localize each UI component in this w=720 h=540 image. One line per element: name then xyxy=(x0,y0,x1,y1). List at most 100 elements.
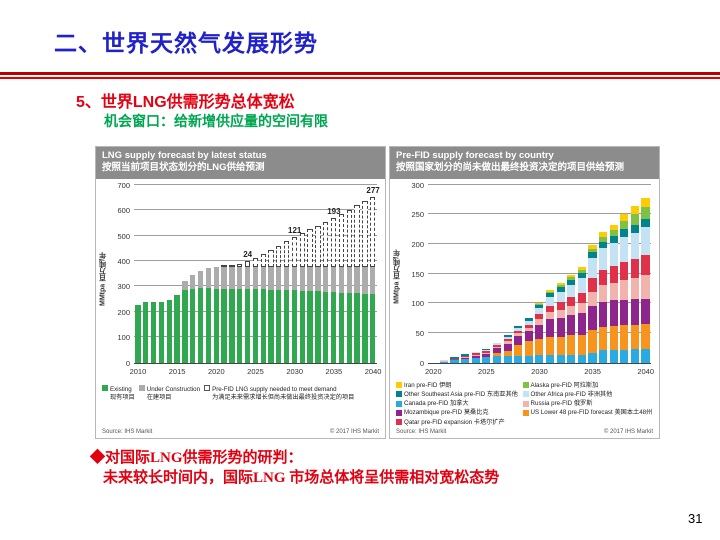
legend-label: Other Africa pre-FID 非洲其他 xyxy=(530,390,613,398)
legend-label: Qatar pre-FID expansion 卡塔尔扩产 xyxy=(404,418,505,426)
bar-segment xyxy=(439,360,448,361)
bar-segment xyxy=(503,341,512,344)
bar-segment xyxy=(620,299,629,326)
bar-segment xyxy=(237,288,243,363)
bar-segment xyxy=(641,227,650,256)
y-tick-label: 300 xyxy=(117,282,130,292)
bar-segment xyxy=(535,308,544,315)
bar-segment xyxy=(307,267,313,291)
legend-label: Mozambique pre-FID 莫桑比克 xyxy=(404,409,489,417)
legend-label: Canada pre-FID 加拿大 xyxy=(404,400,469,408)
bar-segment xyxy=(323,222,329,268)
bar xyxy=(620,213,629,363)
bar-segment xyxy=(268,250,274,268)
bar-segment xyxy=(535,354,544,363)
bar-segment xyxy=(514,330,523,334)
x-tick-label: 2010 xyxy=(129,366,147,376)
chart-element: 2020 2025 2030 2035 2040 xyxy=(425,183,654,376)
bar-segment xyxy=(577,313,586,335)
bar-segment xyxy=(641,207,650,219)
chart-legend: Existing 现有项目 Under Construction 在建项目 Pre-FI… xyxy=(102,384,379,403)
y-tick-label: 50 xyxy=(415,329,424,339)
x-tick-label: 2025 xyxy=(247,366,264,376)
title-divider xyxy=(0,72,720,79)
x-tick-label: 2015 xyxy=(168,366,186,376)
bar-segment xyxy=(524,355,533,363)
bar-segment xyxy=(535,314,544,319)
y-tick-label: 150 xyxy=(411,269,424,279)
bar-segment xyxy=(609,325,618,350)
bar-segment xyxy=(641,274,650,299)
bar-segment xyxy=(620,229,629,237)
bar xyxy=(545,290,555,363)
legend-swatch xyxy=(522,410,529,417)
bar-segment xyxy=(599,248,608,270)
bar-segment xyxy=(630,214,639,225)
bar-segment xyxy=(492,353,502,357)
bar xyxy=(213,267,219,363)
bar-segment xyxy=(535,318,544,325)
bar-segment xyxy=(524,341,533,356)
bar-segment xyxy=(450,359,459,361)
bar-segment xyxy=(545,291,555,294)
bar-segment xyxy=(641,298,650,325)
y-tick-label: 0 xyxy=(419,358,424,368)
bar-segment xyxy=(577,278,586,294)
bar-segment xyxy=(535,338,544,355)
x-tick-label: 2020 xyxy=(424,366,442,376)
bar-segment xyxy=(492,343,502,345)
bar-segment xyxy=(471,356,480,358)
bar-segment xyxy=(556,291,565,303)
y-tick-label: 700 xyxy=(117,180,130,190)
bar-segment xyxy=(545,354,555,363)
chart-element: 2010 2015 2020 2025 2030 2035 2040 24 121 193 277 xyxy=(130,183,381,376)
bar xyxy=(221,265,227,363)
copyright-text: © 2017 IHS Markit xyxy=(329,429,379,435)
bar xyxy=(641,198,650,363)
bar xyxy=(229,265,235,363)
bar xyxy=(190,274,196,363)
bar-segment xyxy=(514,327,523,331)
bar-segment xyxy=(524,317,533,319)
bar-segment xyxy=(641,255,650,275)
bar xyxy=(276,245,282,363)
bar-segment xyxy=(524,318,533,321)
bar xyxy=(150,302,157,363)
legend-swatch xyxy=(396,382,402,389)
bar-segment xyxy=(471,353,480,356)
bar-segment xyxy=(461,358,470,363)
bar-segment xyxy=(346,209,352,268)
bar-segment xyxy=(166,299,172,363)
bar-segment xyxy=(641,324,650,350)
bar-segment xyxy=(620,325,629,350)
bar-segment xyxy=(237,263,243,268)
bar-segment xyxy=(197,270,204,289)
bar xyxy=(291,236,298,363)
bar-segment xyxy=(556,283,565,286)
bar xyxy=(577,266,586,363)
bar xyxy=(299,233,305,363)
bar-segment xyxy=(252,257,258,268)
bar-segment xyxy=(143,301,149,363)
bar-segment xyxy=(524,320,533,325)
legend-item: Existing 现有项目 xyxy=(102,384,135,403)
bar xyxy=(135,305,141,363)
bar-segment xyxy=(492,348,502,354)
bar-segment xyxy=(307,290,313,363)
bar-segment xyxy=(535,324,544,339)
bar xyxy=(338,213,345,363)
chart-source-row: Source: IHS Markit © 2017 IHS Markit xyxy=(96,427,385,438)
legend-swatch xyxy=(138,384,145,391)
bar xyxy=(461,354,470,363)
bar-segment xyxy=(641,198,650,208)
bar-segment xyxy=(545,305,555,313)
bar xyxy=(330,218,337,363)
x-tick-label: 2025 xyxy=(478,366,495,376)
bar-segment xyxy=(503,350,512,357)
bar-segment xyxy=(556,336,565,355)
bar-segment xyxy=(482,351,491,354)
bar-segment xyxy=(260,267,266,290)
bar-segment xyxy=(514,355,523,363)
gridline xyxy=(134,234,377,236)
y-axis-label: MMtpa 百万吨/年 xyxy=(99,251,107,306)
